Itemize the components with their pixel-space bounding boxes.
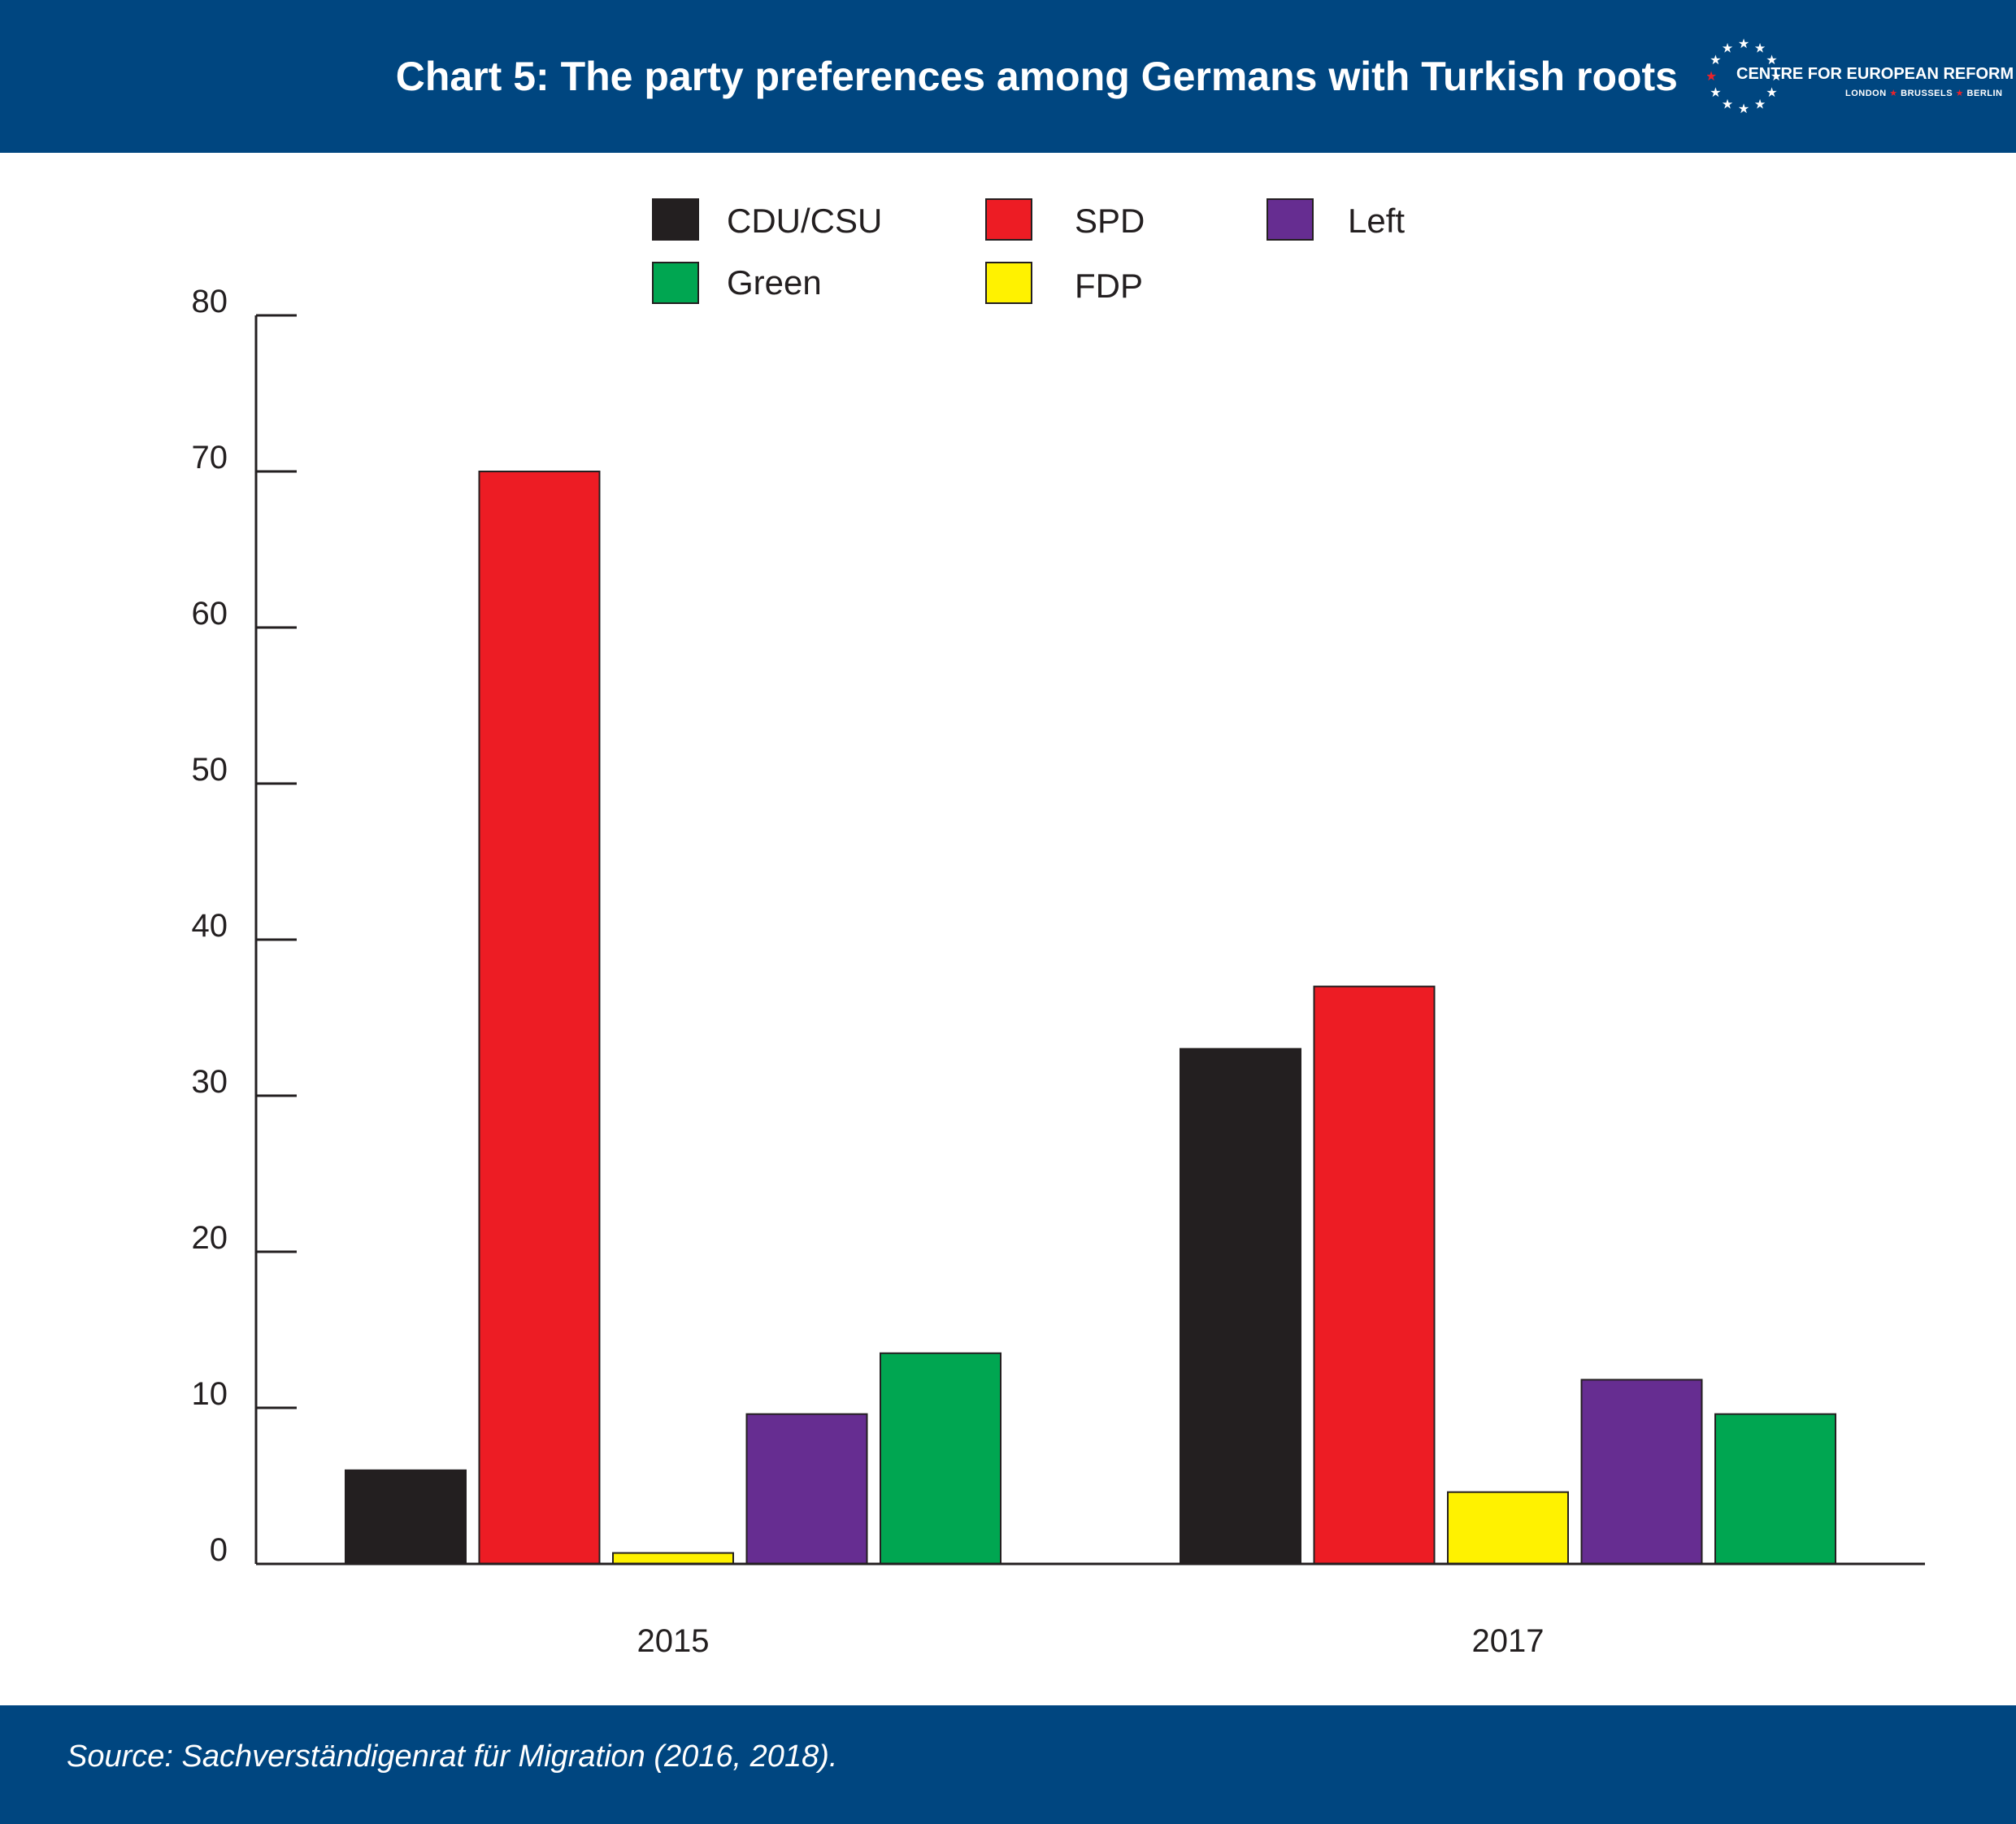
legend-swatch-left — [1267, 198, 1314, 241]
y-tick-label: 30 — [192, 1064, 228, 1100]
logo-star: ★ — [1738, 102, 1749, 116]
legend-swatch-fdp — [985, 262, 1032, 304]
y-tick-label: 80 — [192, 284, 228, 319]
logo-city-london: LONDON — [1845, 89, 1887, 98]
legend-swatch-spd — [985, 198, 1032, 241]
source-note: Source: Sachverständigenrat für Migratio… — [67, 1739, 838, 1774]
logo-star: ★ — [1754, 41, 1766, 55]
logo-star: ★ — [1710, 54, 1721, 67]
header-bar: Chart 5: The party preferences among Ger… — [0, 0, 2016, 153]
footer-bar: Source: Sachverständigenrat für Migratio… — [0, 1705, 2016, 1824]
legend-label-spd: SPD — [1075, 202, 1145, 240]
logo-star: ★ — [1707, 70, 1717, 84]
star-circle-icon: ★ ★★★★★★★★★★★ — [1707, 37, 1780, 116]
legend-swatch-green — [652, 262, 699, 304]
bar-fdp-2015 — [612, 1552, 734, 1566]
star-icon: ★ — [1955, 89, 1967, 98]
logo-star: ★ — [1754, 98, 1766, 112]
y-tick-label: 0 — [210, 1532, 228, 1568]
legend-label-fdp: FDP — [1075, 267, 1143, 305]
logo-star: ★ — [1766, 54, 1777, 67]
bar-spd-2017 — [1313, 985, 1436, 1565]
y-tick-label: 10 — [192, 1376, 228, 1412]
bar-spd-2015 — [478, 471, 601, 1565]
bar-cdu-csu-2017 — [1180, 1048, 1301, 1565]
y-tick-label: 60 — [192, 596, 228, 632]
logo-star: ★ — [1766, 86, 1777, 100]
bar-cdu-csu-2015 — [345, 1469, 467, 1566]
logo-city-brussels: BRUSSELS — [1901, 89, 1953, 98]
cer-logo: ★ ★ ★ ★ ★ ★ ★ ★ ★ ★ ★ ★ CENTRE FOR EUROPEAN REFORM … — [1707, 31, 2014, 120]
bar-left-2017 — [1580, 1379, 1703, 1565]
x-tick-label: 2017 — [1472, 1623, 1545, 1659]
bar-chart: 0 10 20 30 40 50 60 70 80 2015 2017 — [192, 284, 1925, 1659]
star-icon: ★ — [1889, 89, 1901, 98]
y-tick-label: 40 — [192, 908, 228, 944]
logo-city-berlin: BERLIN — [1966, 89, 2003, 98]
logo-star: ★ — [1710, 86, 1721, 100]
bar-green-2017 — [1714, 1413, 1836, 1566]
legend-label-cdu-csu: CDU/CSU — [727, 202, 883, 240]
legend-swatch-cdu-csu — [652, 198, 699, 241]
bar-green-2015 — [880, 1352, 1001, 1566]
logo-star: ★ — [1722, 98, 1733, 112]
logo-star: ★ — [1738, 37, 1749, 51]
legend-label-left: Left — [1348, 202, 1406, 240]
y-tick-label: 50 — [192, 752, 228, 788]
y-tick-label: 70 — [192, 440, 228, 476]
bar-left-2015 — [745, 1413, 868, 1566]
logo-name: CENTRE FOR EUROPEAN REFORM — [1736, 65, 2014, 83]
logo-cities: LONDON ★ BRUSSELS ★ BERLIN — [1845, 88, 2003, 98]
x-tick-label: 2015 — [637, 1623, 710, 1659]
logo-star: ★ — [1771, 70, 1780, 84]
legend-label-green: Green — [727, 263, 822, 302]
chart-title: Chart 5: The party preferences among Ger… — [395, 54, 1678, 99]
y-tick-label: 20 — [192, 1220, 228, 1256]
logo-star: ★ — [1722, 41, 1733, 55]
bar-fdp-2017 — [1447, 1491, 1569, 1566]
